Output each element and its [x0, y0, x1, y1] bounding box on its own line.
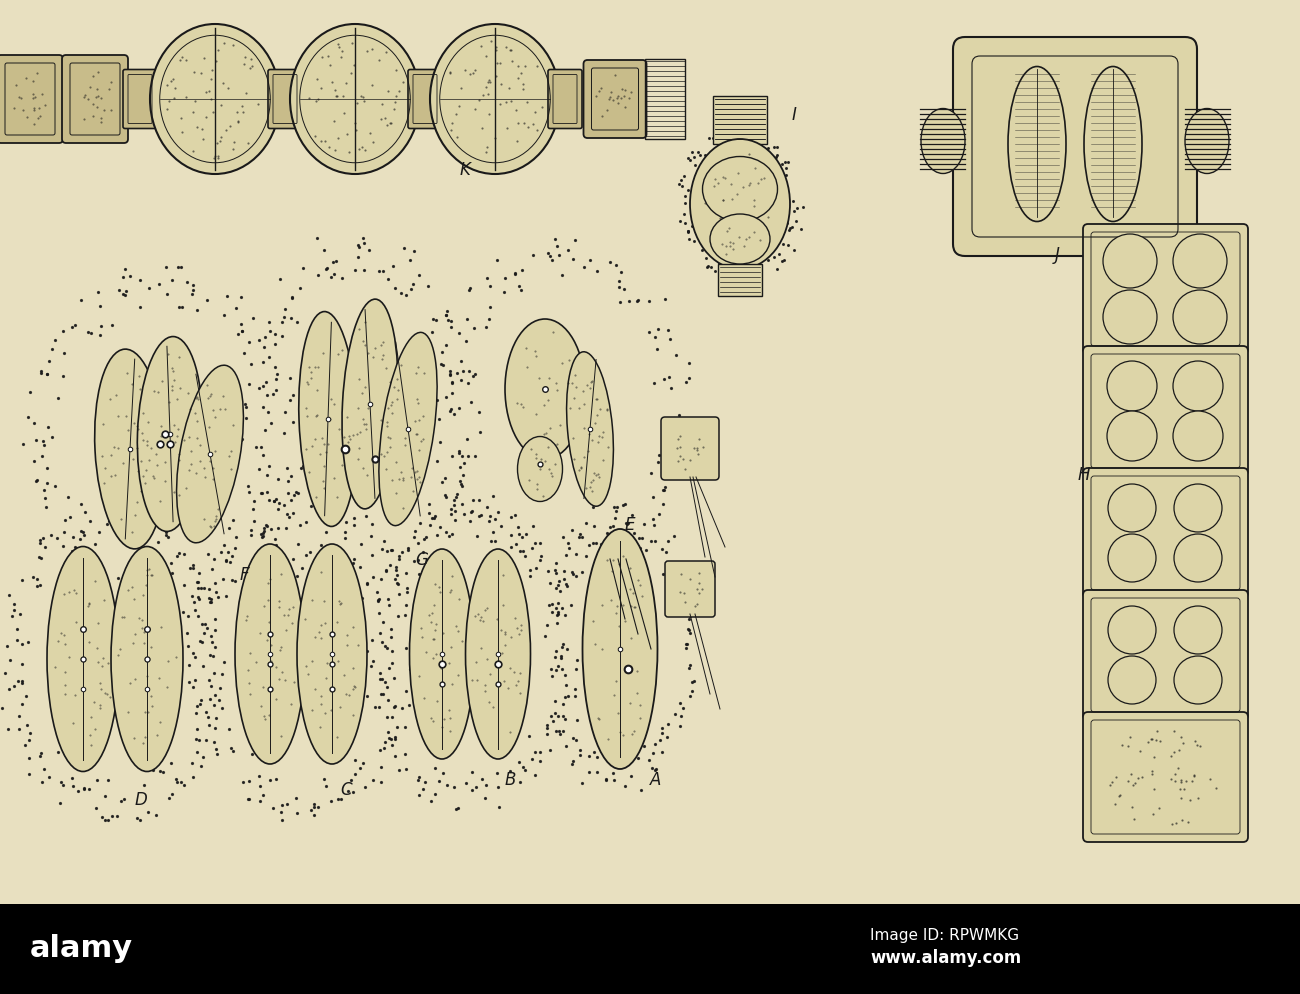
- FancyBboxPatch shape: [666, 562, 715, 617]
- Bar: [718, 264, 762, 296]
- Ellipse shape: [1186, 109, 1228, 174]
- Text: www.alamy.com: www.alamy.com: [870, 948, 1022, 966]
- Ellipse shape: [582, 530, 658, 769]
- Circle shape: [1108, 535, 1156, 582]
- Ellipse shape: [702, 157, 777, 223]
- Ellipse shape: [567, 353, 614, 507]
- Ellipse shape: [517, 437, 563, 502]
- Circle shape: [1108, 412, 1157, 461]
- Bar: [712, 96, 767, 145]
- Text: H: H: [1078, 465, 1091, 483]
- Ellipse shape: [111, 547, 183, 771]
- FancyBboxPatch shape: [124, 71, 157, 129]
- FancyBboxPatch shape: [1083, 590, 1248, 721]
- Ellipse shape: [150, 25, 280, 175]
- Ellipse shape: [378, 333, 437, 526]
- Text: Image ID: RPWMKG: Image ID: RPWMKG: [870, 927, 1019, 942]
- FancyBboxPatch shape: [268, 71, 302, 129]
- Circle shape: [1108, 656, 1156, 705]
- Circle shape: [1174, 656, 1222, 705]
- Text: F: F: [240, 566, 250, 583]
- FancyBboxPatch shape: [953, 38, 1197, 256]
- Ellipse shape: [920, 109, 965, 174]
- Ellipse shape: [299, 312, 358, 527]
- Circle shape: [1102, 235, 1157, 288]
- Circle shape: [1174, 484, 1222, 533]
- Circle shape: [1173, 290, 1227, 345]
- Ellipse shape: [342, 300, 398, 509]
- Ellipse shape: [465, 550, 530, 759]
- Ellipse shape: [296, 545, 367, 764]
- Ellipse shape: [1084, 68, 1141, 223]
- Ellipse shape: [47, 547, 120, 771]
- FancyBboxPatch shape: [62, 56, 127, 144]
- Text: K: K: [460, 161, 471, 179]
- FancyBboxPatch shape: [584, 61, 646, 139]
- Ellipse shape: [1008, 68, 1066, 223]
- Bar: [0, 905, 1300, 994]
- Text: B: B: [504, 770, 516, 788]
- Bar: [645, 60, 685, 140]
- Ellipse shape: [430, 25, 560, 175]
- FancyBboxPatch shape: [1083, 468, 1248, 598]
- Circle shape: [1174, 535, 1222, 582]
- Ellipse shape: [504, 320, 585, 459]
- FancyBboxPatch shape: [1083, 347, 1248, 476]
- Ellipse shape: [410, 550, 474, 759]
- Circle shape: [1108, 484, 1156, 533]
- Circle shape: [1173, 235, 1227, 288]
- Circle shape: [1173, 412, 1223, 461]
- Ellipse shape: [177, 366, 243, 544]
- Text: E: E: [625, 516, 636, 534]
- Text: G: G: [415, 551, 428, 569]
- FancyBboxPatch shape: [408, 71, 442, 129]
- FancyBboxPatch shape: [0, 56, 62, 144]
- Ellipse shape: [690, 140, 790, 269]
- Ellipse shape: [95, 350, 165, 550]
- FancyBboxPatch shape: [549, 71, 582, 129]
- Ellipse shape: [290, 25, 420, 175]
- Ellipse shape: [138, 337, 203, 532]
- Text: J: J: [1056, 246, 1060, 263]
- Circle shape: [1174, 606, 1222, 654]
- Text: alamy: alamy: [30, 933, 133, 962]
- FancyBboxPatch shape: [1083, 713, 1248, 842]
- Text: D: D: [135, 790, 148, 808]
- Text: C: C: [341, 780, 351, 798]
- Ellipse shape: [710, 215, 770, 264]
- Text: I: I: [792, 106, 797, 124]
- FancyBboxPatch shape: [1083, 225, 1248, 355]
- Circle shape: [1108, 362, 1157, 412]
- Text: A: A: [650, 770, 662, 788]
- Circle shape: [1173, 362, 1223, 412]
- Circle shape: [1102, 290, 1157, 345]
- FancyBboxPatch shape: [660, 417, 719, 480]
- Ellipse shape: [235, 545, 306, 764]
- Circle shape: [1108, 606, 1156, 654]
